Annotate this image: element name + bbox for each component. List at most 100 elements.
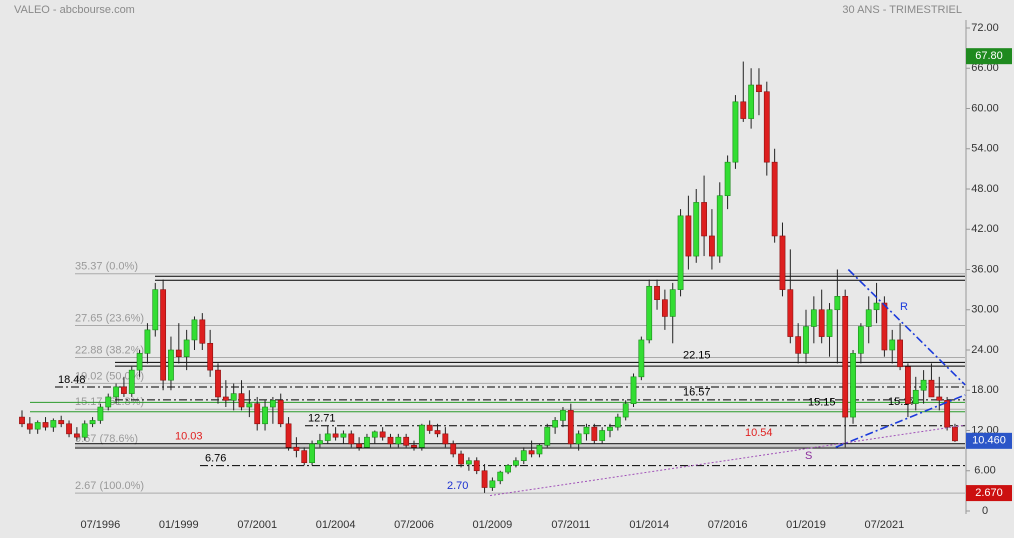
candle-body xyxy=(26,423,33,430)
price-tag xyxy=(966,48,1012,65)
candle-body xyxy=(810,309,817,327)
chart-title: VALEO - abcbourse.com xyxy=(14,4,135,16)
candle-body xyxy=(560,410,566,421)
candle-body xyxy=(309,443,315,463)
candle-body xyxy=(207,342,214,371)
candle-body xyxy=(238,393,245,408)
candle-body xyxy=(426,424,433,431)
candle-body xyxy=(607,426,613,431)
candle-body xyxy=(293,446,300,451)
candle-body xyxy=(857,326,864,354)
level-label: 15.15 xyxy=(808,396,836,408)
candle-body xyxy=(481,470,488,488)
candle-body xyxy=(693,202,700,257)
candle-body xyxy=(716,195,723,257)
candle-body xyxy=(599,430,606,441)
candle-body xyxy=(818,309,825,337)
candle-body xyxy=(105,396,112,408)
candle-body xyxy=(277,400,284,425)
level-label: 10.03 xyxy=(175,431,203,443)
candle-body xyxy=(865,309,872,327)
candle-body xyxy=(638,339,645,378)
candle-body xyxy=(905,366,911,404)
candle-body xyxy=(669,289,676,317)
candle-body xyxy=(513,460,519,466)
x-tick-label: 01/1999 xyxy=(159,519,199,531)
candle-body xyxy=(677,215,684,290)
candle-body xyxy=(160,289,167,381)
candle-body xyxy=(175,349,182,358)
level-label: 10.54 xyxy=(745,427,773,439)
y-tick-label: 54.00 xyxy=(971,143,999,155)
candle-body xyxy=(411,444,417,448)
candle-body xyxy=(685,215,692,257)
candle-body xyxy=(364,436,370,448)
candle-body xyxy=(465,460,472,465)
fib-label: 2.67 (100.0%) xyxy=(75,480,144,492)
trendline-label: S xyxy=(805,450,812,462)
price-tag xyxy=(966,485,1012,502)
candle-body xyxy=(952,426,958,442)
candle-body xyxy=(897,339,903,368)
level-label: 15.17 xyxy=(888,396,916,408)
candle-body xyxy=(709,235,715,257)
candle-body xyxy=(575,433,582,445)
x-tick-label: 07/1996 xyxy=(81,519,121,531)
candle-body xyxy=(379,431,386,438)
candle-body xyxy=(505,465,511,473)
candle-body xyxy=(622,403,629,418)
candle-body xyxy=(230,393,237,401)
candle-body xyxy=(920,379,927,391)
candle-body xyxy=(536,444,543,455)
candle-body xyxy=(497,471,504,482)
candle-body xyxy=(889,339,896,351)
fib-label: 22.88 (38.2%) xyxy=(75,344,144,356)
candle-body xyxy=(348,433,355,445)
candle-body xyxy=(912,389,919,404)
candle-body xyxy=(183,339,190,358)
candle-body xyxy=(371,431,378,438)
candle-body xyxy=(136,353,143,371)
candle-body xyxy=(50,420,57,428)
candle-body xyxy=(732,101,739,163)
trendline xyxy=(489,424,966,497)
level-label: 22.15 xyxy=(683,349,711,361)
fib-label: 27.65 (23.6%) xyxy=(75,312,144,324)
candle-body xyxy=(779,235,786,290)
candle-body xyxy=(567,410,574,445)
candle-body xyxy=(113,386,119,398)
candle-body xyxy=(324,433,331,441)
trendline-label: R xyxy=(900,301,908,313)
x-tick-label: 07/2001 xyxy=(237,519,277,531)
y-tick-label: 42.00 xyxy=(971,223,999,235)
price-tag-label: 2.670 xyxy=(975,487,1003,499)
x-tick-label: 07/2011 xyxy=(551,519,590,531)
candle-body xyxy=(317,440,323,445)
y-tick-label: 0 xyxy=(982,505,988,517)
price-tag-label: 10.460 xyxy=(972,435,1006,447)
level-label: 18.48 xyxy=(58,374,86,386)
candle-body xyxy=(66,423,72,435)
candle-body xyxy=(340,433,347,438)
trendline xyxy=(847,268,966,386)
candle-body xyxy=(81,423,88,438)
candle-body xyxy=(630,376,637,404)
candle-body xyxy=(787,289,794,337)
candle-body xyxy=(144,329,151,354)
x-tick-label: 07/2021 xyxy=(865,519,905,531)
candle-body xyxy=(826,309,833,337)
candle-body xyxy=(661,299,668,317)
candle-body xyxy=(834,296,841,311)
candle-body xyxy=(654,285,660,300)
candle-body xyxy=(215,369,221,398)
y-tick-label: 60.00 xyxy=(971,102,999,114)
candle-body xyxy=(928,379,935,398)
candle-body xyxy=(121,386,127,394)
candle-body xyxy=(591,426,598,441)
candle-body xyxy=(803,326,809,354)
x-tick-label: 01/2014 xyxy=(629,519,669,531)
candle-body xyxy=(58,420,65,425)
candle-body xyxy=(944,400,951,428)
